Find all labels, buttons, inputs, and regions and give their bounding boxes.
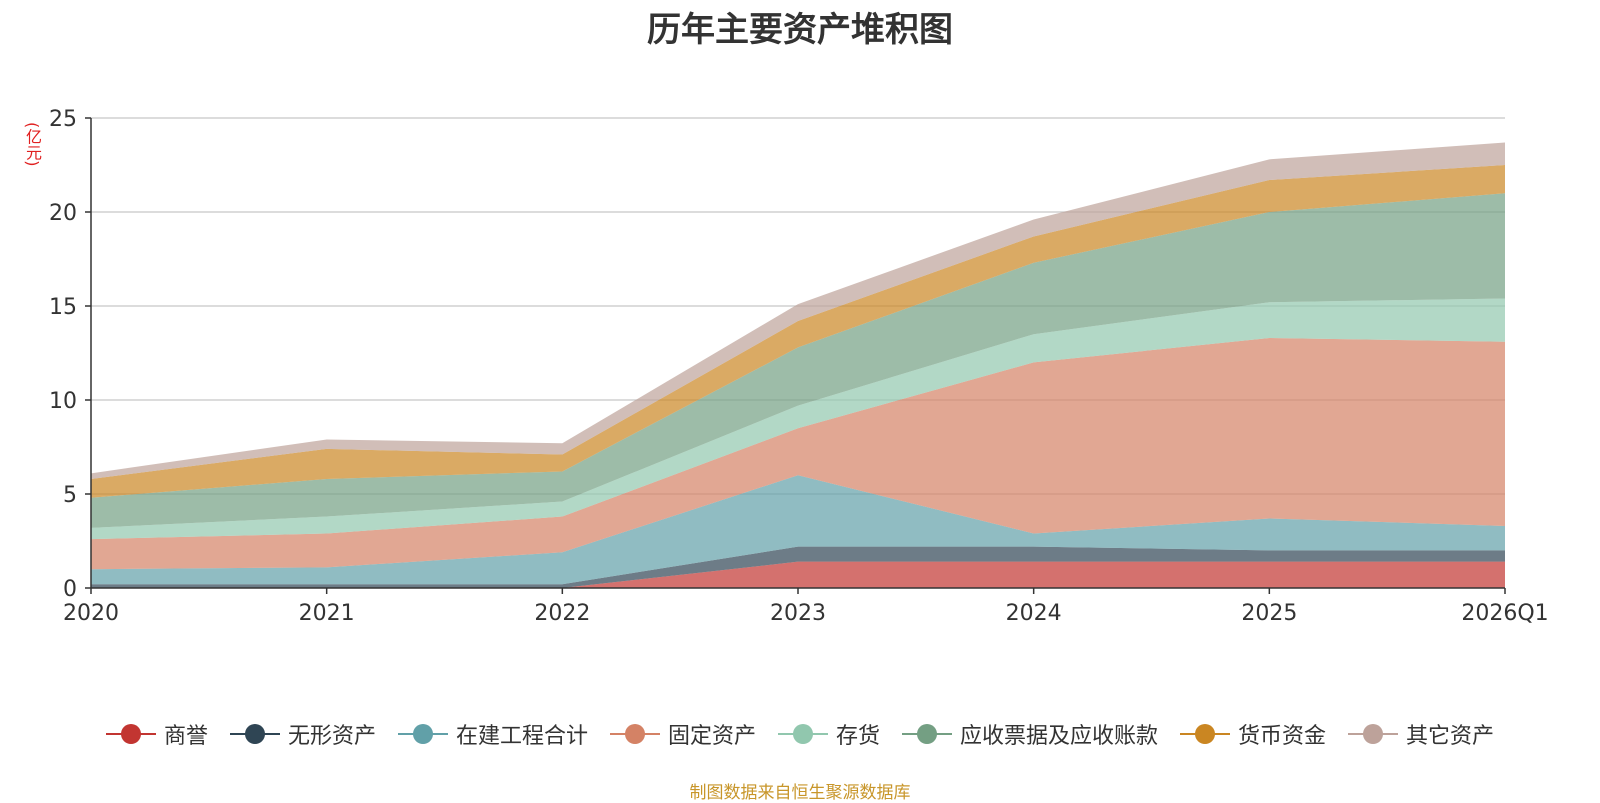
legend-dot: [244, 724, 265, 744]
y-tick-label: 5: [63, 483, 77, 508]
legend-label: 无形资产: [287, 724, 376, 749]
legend-dot: [793, 724, 813, 744]
legend-item[interactable]: 其它资产: [1348, 718, 1494, 750]
legend-item[interactable]: 货币资金: [1180, 718, 1326, 750]
legend-item[interactable]: 商誉: [105, 718, 208, 750]
legend-dot: [1363, 724, 1384, 744]
chart-title: 历年主要资产堆积图: [647, 10, 953, 50]
legend-marker-icon: [105, 724, 156, 744]
x-tick-label: 2025: [1241, 601, 1297, 626]
legend-dot: [917, 724, 938, 744]
y-tick-label: 25: [49, 107, 77, 132]
data-source-note: 制图数据来自恒生聚源数据库: [689, 783, 911, 803]
legend-marker-icon: [1348, 724, 1399, 744]
legend-item[interactable]: 无形资产: [229, 718, 376, 750]
legend-label: 货币资金: [1238, 724, 1327, 749]
legend-label: 其它资产: [1406, 724, 1495, 749]
legend-label: 在建工程合计: [455, 724, 588, 749]
legend-item[interactable]: 应收票据及应收账款: [902, 718, 1158, 750]
y-tick-label: 15: [49, 295, 77, 320]
legend-label: 商誉: [163, 724, 208, 749]
legend: 商誉 无形资产 在建工程合计 固定资产 存货 应收票据及应收账款 货币资金 其它资产: [0, 718, 1600, 750]
legend-dot: [1195, 724, 1216, 744]
area-series-0: [91, 561, 1505, 588]
legend-marker-icon: [778, 724, 828, 744]
y-tick-label: 10: [49, 389, 77, 414]
x-tick-label: 2022: [534, 601, 590, 626]
legend-marker-icon: [397, 724, 448, 744]
area-series-7: [91, 142, 1505, 479]
legend-item[interactable]: 在建工程合计: [397, 718, 588, 750]
legend-dot: [120, 724, 141, 744]
area-series-6: [91, 165, 1505, 498]
legend-dot: [412, 724, 433, 744]
y-tick-label: 0: [63, 577, 77, 602]
legend-marker-icon: [902, 724, 953, 744]
y-tick-label: 20: [49, 201, 77, 226]
legend-label: 存货: [836, 724, 881, 749]
legend-dot: [624, 724, 645, 744]
legend-label: 固定资产: [667, 724, 756, 749]
x-tick-label: 2023: [770, 601, 826, 626]
x-tick-label: 2026Q1: [1461, 601, 1548, 626]
area-series-4: [91, 298, 1505, 540]
x-tick-label: 2020: [63, 601, 119, 626]
area-series-3: [91, 337, 1505, 570]
area-series-1: [91, 546, 1505, 588]
area-series-5: [91, 193, 1505, 528]
legend-marker-icon: [609, 724, 660, 744]
area-series-2: [91, 475, 1505, 585]
x-tick-label: 2021: [299, 601, 355, 626]
legend-label: 应收票据及应收账款: [960, 724, 1159, 749]
legend-item[interactable]: 固定资产: [609, 718, 756, 750]
legend-marker-icon: [1180, 724, 1231, 744]
y-axis-unit: (亿元): [23, 122, 42, 167]
x-tick-label: 2024: [1006, 601, 1062, 626]
legend-marker-icon: [229, 724, 280, 744]
legend-item[interactable]: 存货: [778, 718, 880, 750]
